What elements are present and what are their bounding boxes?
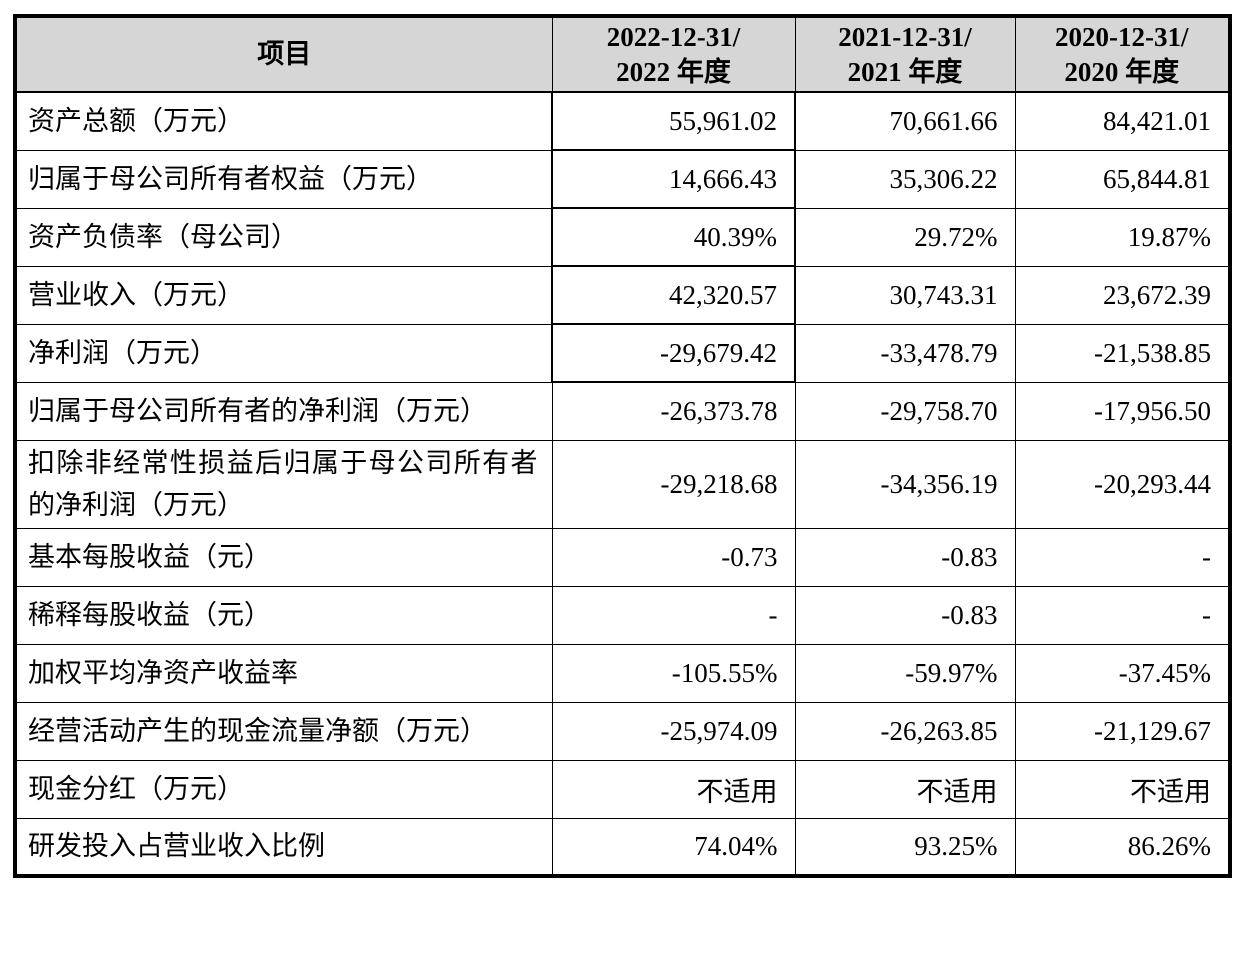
value-cell: -34,356.19 [794,439,1016,529]
row-label: 归属于母公司所有者的净利润（万元） [14,381,553,441]
table-row-parent-net-profit: 归属于母公司所有者的净利润（万元） -26,373.78 -29,758.70 … [14,381,1231,441]
value-cell: 55,961.02 [551,91,796,151]
table-row-deducted-net-profit: 扣除非经常性损益后归属于母公司所有者的净利润（万元） -29,218.68 -3… [14,439,1231,529]
table-row-parent-equity: 归属于母公司所有者权益（万元） 14,666.43 35,306.22 65,8… [14,149,1231,209]
value-cell: - [1014,527,1231,587]
table-row-basic-eps: 基本每股收益（元） -0.73 -0.83 - [14,527,1231,587]
row-label: 经营活动产生的现金流量净额（万元） [14,701,553,761]
table-row-net-profit: 净利润（万元） -29,679.42 -33,478.79 -21,538.85 [14,323,1231,383]
value-cell: -17,956.50 [1014,381,1231,441]
table-row-debt-ratio: 资产负债率（母公司） 40.39% 29.72% 19.87% [14,207,1231,267]
value-cell: 74.04% [551,817,796,877]
value-cell: -105.55% [551,643,796,703]
value-cell: 不适用 [794,759,1016,819]
value-cell: -25,974.09 [551,701,796,761]
value-cell: -0.83 [794,527,1016,587]
header-item: 项目 [14,15,553,93]
table-row-rd-ratio: 研发投入占营业收入比例 74.04% 93.25% 86.26% [14,817,1231,877]
header-period-2022: 2022-12-31/ 2022 年度 [551,15,796,93]
row-label: 加权平均净资产收益率 [14,643,553,703]
value-cell: -29,218.68 [551,439,796,529]
table-row-weighted-roe: 加权平均净资产收益率 -105.55% -59.97% -37.45% [14,643,1231,703]
value-cell: -0.83 [794,585,1016,645]
row-label: 扣除非经常性损益后归属于母公司所有者的净利润（万元） [14,439,553,529]
value-cell: 不适用 [551,759,796,819]
value-cell: 23,672.39 [1014,265,1231,325]
value-cell: -21,538.85 [1014,323,1231,383]
value-cell: 84,421.01 [1014,91,1231,151]
value-cell: 42,320.57 [551,265,796,325]
value-cell: 93.25% [794,817,1016,877]
header-period-2020: 2020-12-31/ 2020 年度 [1014,15,1231,93]
value-cell: -29,758.70 [794,381,1016,441]
table-header-row: 项目 2022-12-31/ 2022 年度 2021-12-31/ 2021 … [14,15,1231,93]
row-label: 营业收入（万元） [14,265,553,325]
value-cell: - [551,585,796,645]
value-cell: -0.73 [551,527,796,587]
row-label: 净利润（万元） [14,323,553,383]
value-cell: 29.72% [794,207,1016,267]
table-row-operating-cash-flow: 经营活动产生的现金流量净额（万元） -25,974.09 -26,263.85 … [14,701,1231,761]
row-label: 资产总额（万元） [14,91,553,151]
value-cell: 19.87% [1014,207,1231,267]
value-cell: -20,293.44 [1014,439,1231,529]
value-cell: -21,129.67 [1014,701,1231,761]
value-cell: -26,263.85 [794,701,1016,761]
header-period-2021: 2021-12-31/ 2021 年度 [794,15,1016,93]
value-cell: 65,844.81 [1014,149,1231,209]
table-row-total-assets: 资产总额（万元） 55,961.02 70,661.66 84,421.01 [14,91,1231,151]
value-cell: 40.39% [551,207,796,267]
value-cell: -37.45% [1014,643,1231,703]
value-cell: -26,373.78 [551,381,796,441]
table-row-diluted-eps: 稀释每股收益（元） - -0.83 - [14,585,1231,645]
value-cell: 35,306.22 [794,149,1016,209]
value-cell: -29,679.42 [551,323,796,383]
value-cell: -33,478.79 [794,323,1016,383]
value-cell: 14,666.43 [551,149,796,209]
row-label: 归属于母公司所有者权益（万元） [14,149,553,209]
value-cell: - [1014,585,1231,645]
value-cell: 70,661.66 [794,91,1016,151]
row-label: 基本每股收益（元） [14,527,553,587]
row-label: 稀释每股收益（元） [14,585,553,645]
row-label: 资产负债率（母公司） [14,207,553,267]
value-cell: 不适用 [1014,759,1231,819]
row-label: 研发投入占营业收入比例 [14,817,553,877]
table-row-cash-dividend: 现金分红（万元） 不适用 不适用 不适用 [14,759,1231,819]
value-cell: 30,743.31 [794,265,1016,325]
financial-summary-table: 项目 2022-12-31/ 2022 年度 2021-12-31/ 2021 … [13,14,1232,878]
table-row-revenue: 营业收入（万元） 42,320.57 30,743.31 23,672.39 [14,265,1231,325]
value-cell: -59.97% [794,643,1016,703]
row-label: 现金分红（万元） [14,759,553,819]
value-cell: 86.26% [1014,817,1231,877]
